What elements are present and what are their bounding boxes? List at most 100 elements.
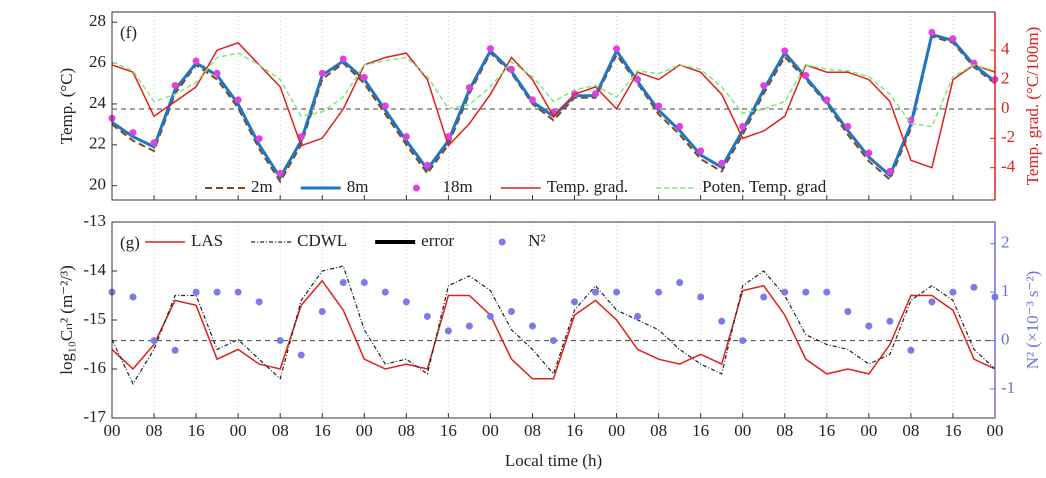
marker [486, 312, 494, 320]
plot-frame [111, 221, 996, 419]
marker [634, 312, 642, 320]
y2-tick-label: 2 [1001, 233, 1010, 252]
marker [928, 298, 936, 306]
y2-tick-label: -1 [1001, 378, 1015, 397]
marker [402, 298, 410, 306]
legend-label: CDWL [297, 231, 347, 250]
marker [760, 293, 768, 301]
y-axis-label: log₁₀Cₙ² (m⁻²/³) [57, 265, 76, 374]
plot-frame [111, 11, 996, 201]
legend-marker [498, 238, 506, 246]
marker [592, 288, 600, 296]
marker [949, 35, 957, 43]
marker [907, 116, 915, 124]
series-line [111, 52, 996, 128]
marker [276, 337, 284, 345]
marker [802, 288, 810, 296]
marker [697, 147, 705, 155]
marker [192, 57, 200, 65]
marker [465, 322, 473, 330]
legend-label: N² [528, 231, 545, 250]
legend: LAS CDWL error N² [145, 231, 546, 250]
marker [613, 45, 621, 53]
marker [886, 317, 894, 325]
legend-label: 18m [442, 177, 472, 196]
x-tick-label: 00 [482, 421, 499, 440]
y2-axis-label: Temp. grad. (°C/100m) [1023, 27, 1042, 186]
x-tick-label: 16 [818, 421, 835, 440]
marker [171, 82, 179, 90]
marker [339, 278, 347, 286]
x-tick-label: 16 [440, 421, 457, 440]
marker [718, 317, 726, 325]
x-tick-label: 00 [734, 421, 751, 440]
y2-tick-label: 0 [1001, 98, 1010, 117]
x-axis-label: Local time (h) [505, 451, 602, 470]
x-tick-label: 00 [356, 421, 373, 440]
legend-marker [412, 184, 420, 192]
marker [381, 288, 389, 296]
marker [970, 283, 978, 291]
panel-label: (g) [120, 233, 140, 252]
marker [676, 122, 684, 130]
marker [781, 47, 789, 55]
marker [697, 293, 705, 301]
marker [402, 133, 410, 141]
marker [234, 96, 242, 104]
marker [528, 322, 536, 330]
marker [655, 102, 663, 110]
marker [129, 129, 137, 137]
marker [739, 337, 747, 345]
marker [360, 73, 368, 81]
y2-tick-label: -4 [1001, 157, 1016, 176]
y-tick-label: -15 [83, 309, 106, 328]
legend: 2m 8m 18m Temp. grad. Poten. Temp. grad [205, 177, 827, 196]
marker [339, 55, 347, 63]
marker [213, 288, 221, 296]
marker [781, 288, 789, 296]
marker [486, 45, 494, 53]
y2-tick-label: 4 [1001, 39, 1010, 58]
marker [886, 167, 894, 175]
marker [297, 351, 305, 359]
legend-label: 2m [251, 177, 273, 196]
marker [592, 90, 600, 98]
marker [528, 96, 536, 104]
y2-tick-label: 1 [1001, 281, 1010, 300]
marker [718, 159, 726, 167]
x-tick-label: 08 [776, 421, 793, 440]
marker [949, 288, 957, 296]
x-tick-label: 08 [524, 421, 541, 440]
marker [465, 84, 473, 92]
marker [129, 293, 137, 301]
marker [171, 346, 179, 354]
series-line [111, 35, 996, 184]
marker [255, 135, 263, 143]
y-tick-label: -17 [83, 407, 106, 426]
legend-label: Temp. grad. [547, 177, 628, 196]
marker [802, 71, 810, 79]
x-tick-label: 08 [272, 421, 289, 440]
panel-label: (f) [120, 23, 137, 42]
marker [613, 288, 621, 296]
marker [276, 169, 284, 177]
marker [318, 69, 326, 77]
x-tick-label: 08 [146, 421, 163, 440]
y-axis-label: Temp. (°C) [57, 68, 76, 144]
marker [655, 288, 663, 296]
x-tick-label: 00 [230, 421, 247, 440]
y2-tick-label: 0 [1001, 329, 1010, 348]
series-line [111, 265, 996, 385]
marker [318, 308, 326, 316]
y2-tick-label: -2 [1001, 127, 1015, 146]
series-line [111, 32, 996, 181]
marker [844, 122, 852, 130]
marker [507, 65, 515, 73]
marker [823, 288, 831, 296]
marker [550, 337, 557, 345]
x-tick-label: 16 [692, 421, 709, 440]
marker [381, 102, 389, 110]
x-tick-label: 08 [398, 421, 415, 440]
x-tick-label: 08 [650, 421, 667, 440]
